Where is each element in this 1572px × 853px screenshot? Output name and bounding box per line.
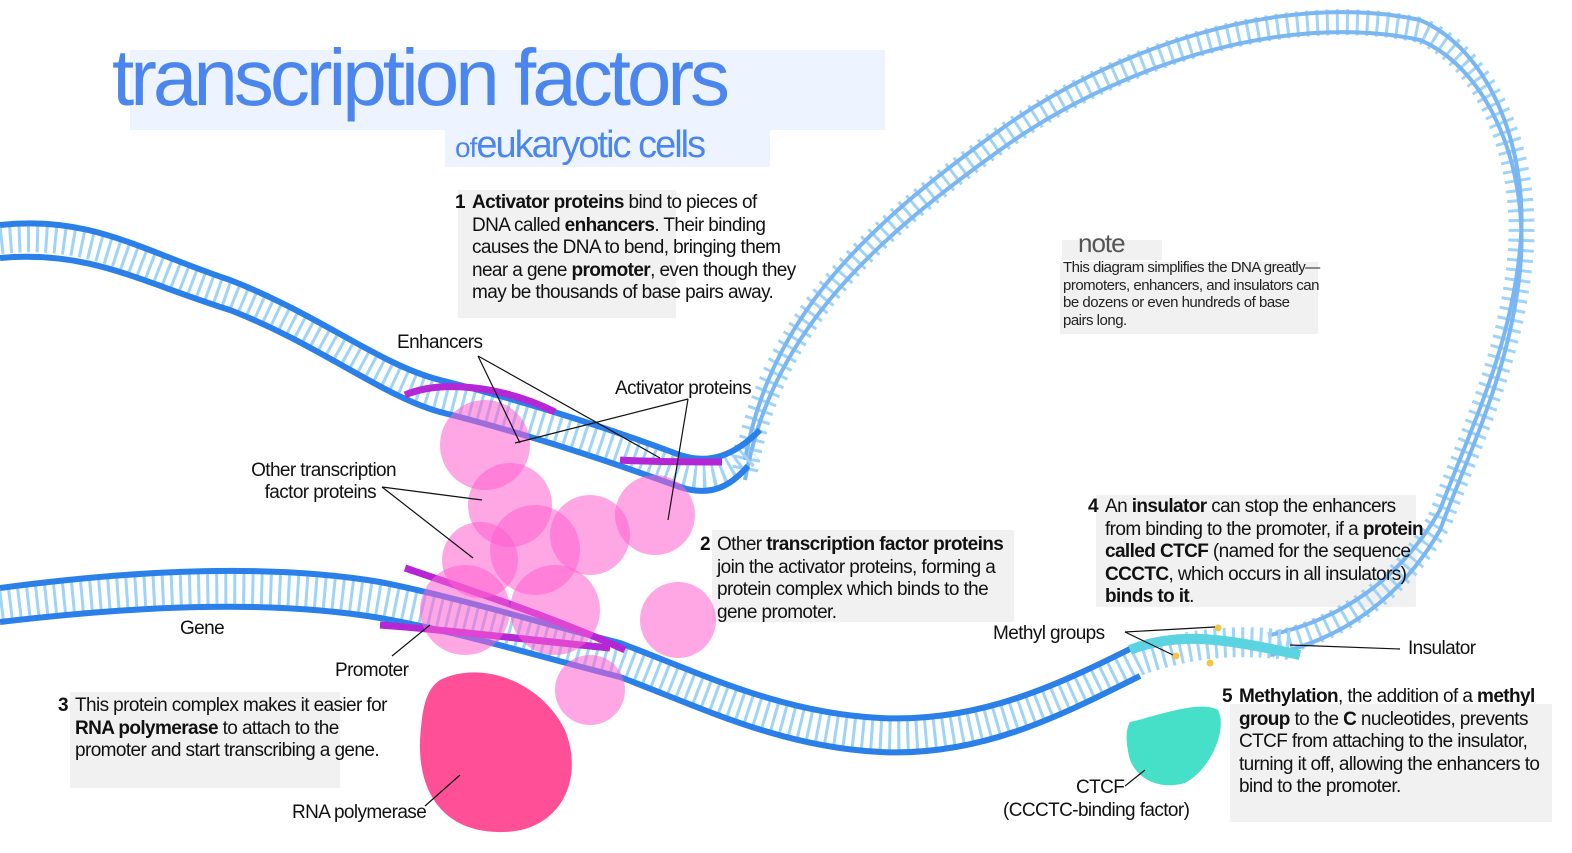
rna-polymerase-shape	[419, 672, 572, 833]
step-text-run: can stop the enhancers from binding to t…	[1105, 496, 1396, 540]
step-bold-term: methyl group	[1239, 686, 1535, 730]
step-text: Other transcription factor proteins join…	[717, 534, 1029, 624]
label-enhancers: Enhancers	[397, 332, 483, 353]
step-text-run: (named for the sequence	[1208, 541, 1411, 562]
tf-protein	[510, 565, 600, 655]
label-insulator: Insulator	[1408, 638, 1476, 659]
step-text-run: nucleotides, prevents CTCF from attachin…	[1239, 708, 1540, 798]
step-number: 2	[700, 534, 711, 555]
label-other-tf: Other transcription factor proteins	[226, 460, 396, 504]
step-number: 4	[1088, 496, 1099, 517]
step-number: 3	[58, 695, 69, 716]
step-bold-term: C	[1343, 708, 1357, 730]
leader-lines	[381, 355, 1401, 807]
step-text: An insulator can stop the enhancers from…	[1105, 496, 1427, 609]
step-1: 1 Activator proteins bind to pieces of D…	[455, 192, 797, 332]
label-activator-proteins: Activator proteins	[615, 378, 752, 399]
step-4: 4 An insulator can stop the enhancers fr…	[1088, 496, 1428, 608]
step-bold-term: binds to it	[1105, 586, 1190, 607]
enhancer-1	[403, 383, 557, 416]
step3-highlight	[70, 692, 340, 788]
step-text: This protein complex makes it easier for…	[75, 695, 400, 763]
note-title-highlight	[1062, 240, 1162, 260]
step-bold-term: CCCTC	[1105, 563, 1169, 585]
label-rna-polymerase: RNA polymerase	[292, 802, 427, 823]
tf-protein	[640, 582, 716, 658]
step-5: 5 Methylation, the addition of a methyl …	[1222, 686, 1557, 822]
note-text: This diagram simplifies the DNA greatly—…	[1063, 259, 1320, 329]
step-text-run: This protein complex makes it easier for	[75, 695, 387, 716]
dna-loop-far	[732, 9, 1535, 658]
step-number: 5	[1222, 686, 1233, 707]
label-gene: Gene	[180, 618, 225, 639]
step5-highlight	[1230, 704, 1552, 822]
step-text-run: .	[1189, 586, 1194, 607]
tf-protein	[420, 565, 510, 655]
step-text-run: Other	[717, 534, 767, 555]
subtitle-highlight	[445, 125, 770, 167]
step-bold-term: Activator proteins	[472, 192, 624, 213]
step-text: Methylation, the addition of a methyl gr…	[1239, 686, 1554, 799]
step-text-run: bind to pieces of DNA called	[472, 192, 757, 236]
subtitle-rest: eukaryotic cells	[476, 124, 706, 166]
enhancer-2	[619, 456, 723, 466]
step-text-run: , which occurs in all insulators)	[1168, 563, 1407, 585]
label-other-tf-line2: factor proteins	[264, 482, 377, 503]
title-highlight	[130, 50, 885, 130]
ctcf-shape	[1126, 706, 1221, 786]
step1-highlight	[458, 190, 676, 318]
methyl-group-dots	[1172, 624, 1222, 667]
label-other-tf-line1: Other transcription	[251, 460, 396, 481]
step-text-run: . Their binding causes the DNA to bend, …	[472, 214, 781, 281]
step-text-run: An	[1105, 496, 1132, 517]
step-bold-term: promoter	[571, 259, 651, 281]
step-2: 2 Other transcription factor proteins jo…	[700, 534, 1030, 624]
step-bold-term: insulator	[1131, 496, 1207, 517]
step-number: 1	[455, 192, 466, 213]
step-bold-term: enhancers	[564, 214, 655, 236]
page-subtitle: ofeukaryotic cells	[455, 124, 706, 166]
subtitle-of: of	[455, 132, 477, 163]
step-text-run: to attach to the promoter and start tran…	[75, 717, 380, 762]
step-bold-term: RNA polymerase	[75, 717, 219, 739]
insulator-segment	[1128, 633, 1302, 660]
step-text: Activator proteins bind to pieces of DNA…	[472, 192, 797, 305]
step2-highlight	[712, 530, 1014, 622]
note-highlight	[1060, 262, 1318, 334]
protein-complex	[420, 400, 716, 725]
step-bold-term: protein called CTCF	[1105, 518, 1424, 563]
label-promoter: Promoter	[335, 660, 409, 681]
page-title: transcription factors	[112, 33, 730, 122]
label-methyl-groups: Methyl groups	[993, 623, 1105, 644]
activator-protein-2	[615, 475, 695, 555]
step-bold-term: transcription factor proteins	[766, 534, 1004, 555]
tf-protein	[555, 655, 625, 725]
step-text-run: to the	[1289, 708, 1344, 730]
step-text-run: , the addition of a	[1337, 686, 1478, 707]
step-text-run: join the activator proteins, forming a p…	[717, 556, 996, 623]
note-title: note	[1078, 228, 1126, 258]
label-ctcf: CTCF	[1076, 777, 1125, 798]
step-bold-term: Methylation	[1239, 686, 1339, 707]
step-3: 3 This protein complex makes it easier f…	[58, 695, 403, 787]
step-text-run: , even though they may be thousands of b…	[472, 259, 796, 304]
label-ctcf-full: (CCCTC-binding factor)	[1003, 800, 1190, 821]
step4-highlight	[1096, 495, 1416, 607]
